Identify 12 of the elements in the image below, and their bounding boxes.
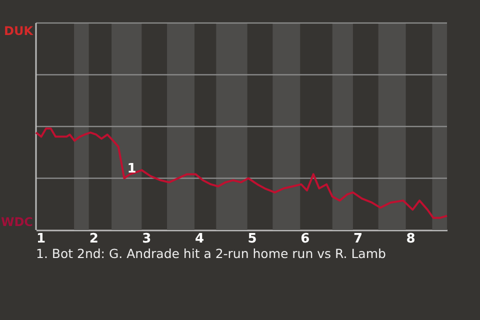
text: DUK bbox=[4, 24, 34, 38]
x-tick-label: 4 bbox=[194, 232, 204, 246]
annotation: 1 bbox=[127, 161, 136, 176]
x-tick-label: 8 bbox=[406, 232, 416, 246]
x-tick-label: 7 bbox=[353, 232, 363, 246]
x-tick-label: 2 bbox=[89, 232, 98, 246]
x-tick-label: 3 bbox=[142, 232, 152, 246]
x-tick-label: 5 bbox=[248, 232, 257, 246]
text: WDC bbox=[0, 215, 34, 229]
x-tick-label: 1 bbox=[36, 232, 46, 246]
text: 1. Bot 2nd: G. Andrade hit a 2-run home run vs R. Lamb bbox=[36, 246, 386, 261]
x-tick-label: 6 bbox=[300, 232, 310, 246]
